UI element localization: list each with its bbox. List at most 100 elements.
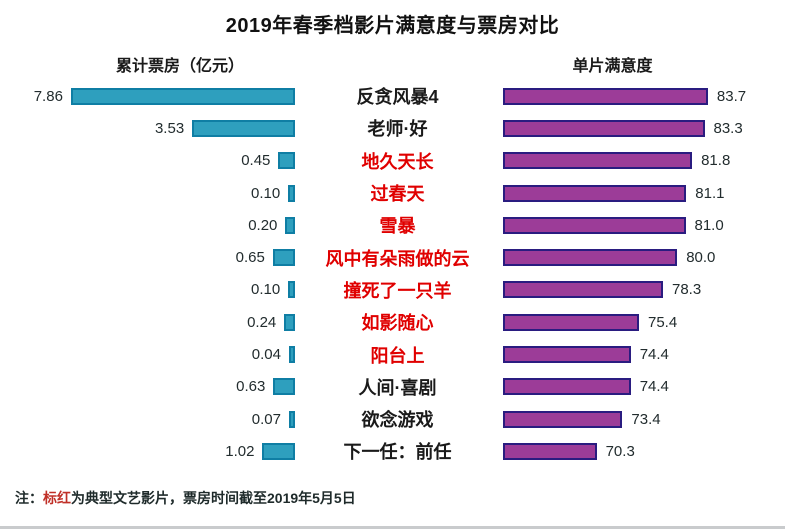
chart-row: 0.07 欲念游戏 73.4 xyxy=(0,403,785,435)
film-label: 老师·好 xyxy=(367,119,428,140)
box-office-bar xyxy=(273,378,295,396)
chart-row: 0.65 风中有朵雨做的云 80.0 xyxy=(0,241,785,273)
satisfaction-value: 83.3 xyxy=(713,119,743,137)
satisfaction-value: 81.0 xyxy=(694,216,724,234)
box-office-bar xyxy=(192,119,295,137)
satisfaction-value: 73.4 xyxy=(631,410,661,428)
film-label: 欲念游戏 xyxy=(361,410,434,431)
satisfaction-bar xyxy=(503,87,708,105)
right-axis-title: 单片满意度 xyxy=(572,58,653,75)
chart-row: 3.53 老师·好 83.3 xyxy=(0,112,785,144)
satisfaction-cell: 74.4 xyxy=(495,378,785,396)
satisfaction-bar xyxy=(503,313,639,331)
box-office-cell: 3.53 xyxy=(0,119,300,137)
satisfaction-cell: 73.4 xyxy=(495,410,785,428)
box-office-cell: 0.24 xyxy=(0,313,300,331)
satisfaction-value: 74.4 xyxy=(639,378,669,396)
box-office-value: 0.24 xyxy=(247,313,277,331)
film-label: 反贪风暴4 xyxy=(356,87,439,108)
footnote-highlight: 标红 xyxy=(43,490,71,506)
box-office-bar xyxy=(272,249,295,267)
box-office-cell: 0.10 xyxy=(0,281,300,299)
film-label: 过春天 xyxy=(370,184,425,205)
box-office-value: 0.45 xyxy=(241,152,271,170)
box-office-value: 0.10 xyxy=(251,184,281,202)
footnote: 注：标红为典型文艺影片，票房时间截至2019年5月5日 xyxy=(15,488,356,508)
satisfaction-bar xyxy=(503,346,631,364)
box-office-value: 0.65 xyxy=(235,249,265,267)
box-office-bar xyxy=(288,184,295,202)
film-label: 撞死了一只羊 xyxy=(343,280,452,301)
box-office-bar xyxy=(289,410,295,428)
box-office-cell: 0.63 xyxy=(0,378,300,396)
chart-title: 2019年春季档影片满意度与票房对比 xyxy=(225,15,560,37)
chart-row: 0.63 人间·喜剧 74.4 xyxy=(0,371,785,403)
box-office-bar xyxy=(285,216,295,234)
box-office-value: 0.63 xyxy=(236,378,266,396)
chart-row: 0.24 如影随心 75.4 xyxy=(0,306,785,338)
satisfaction-bar xyxy=(503,216,686,234)
satisfaction-cell: 70.3 xyxy=(495,442,785,460)
box-office-bar xyxy=(289,346,295,364)
satisfaction-cell: 81.0 xyxy=(495,216,785,234)
box-office-value: 0.20 xyxy=(248,216,278,234)
satisfaction-bar xyxy=(503,249,678,267)
box-office-cell: 1.02 xyxy=(0,442,300,460)
satisfaction-cell: 75.4 xyxy=(495,313,785,331)
box-office-bar xyxy=(278,152,295,170)
satisfaction-cell: 78.3 xyxy=(495,281,785,299)
chart-row: 7.86 反贪风暴4 83.7 xyxy=(0,80,785,112)
box-office-bar xyxy=(288,281,295,299)
box-office-cell: 0.04 xyxy=(0,346,300,364)
footnote-prefix: 注： xyxy=(15,490,43,506)
box-office-value: 0.10 xyxy=(251,281,281,299)
satisfaction-bar xyxy=(503,281,663,299)
box-office-cell: 0.10 xyxy=(0,184,300,202)
satisfaction-bar xyxy=(503,378,631,396)
box-office-cell: 0.20 xyxy=(0,216,300,234)
satisfaction-cell: 80.0 xyxy=(495,249,785,267)
box-office-value: 1.02 xyxy=(225,442,255,460)
satisfaction-cell: 81.1 xyxy=(495,184,785,202)
box-office-cell: 0.65 xyxy=(0,249,300,267)
chart-rows: 7.86 反贪风暴4 83.7 3.53 老师·好 83.3 0.45 地久天长 81.8 0.1… xyxy=(0,80,785,468)
satisfaction-cell: 83.7 xyxy=(495,87,785,105)
box-office-value: 0.07 xyxy=(251,410,281,428)
satisfaction-bar xyxy=(503,410,623,428)
satisfaction-value: 80.0 xyxy=(686,249,716,267)
box-office-cell: 0.45 xyxy=(0,152,300,170)
satisfaction-value: 78.3 xyxy=(672,281,702,299)
satisfaction-bar xyxy=(503,119,705,137)
box-office-bar xyxy=(70,87,295,105)
satisfaction-bar xyxy=(503,152,693,170)
satisfaction-value: 81.1 xyxy=(695,184,725,202)
film-label: 下一任：前任 xyxy=(343,442,452,463)
box-office-cell: 7.86 xyxy=(0,87,300,105)
chart-row: 0.10 过春天 81.1 xyxy=(0,177,785,209)
satisfaction-bar xyxy=(503,184,687,202)
satisfaction-value: 81.8 xyxy=(701,152,731,170)
chart-row: 0.04 阳台上 74.4 xyxy=(0,338,785,370)
chart-row: 1.02 下一任：前任 70.3 xyxy=(0,435,785,467)
chart-row: 0.10 撞死了一只羊 78.3 xyxy=(0,274,785,306)
box-office-cell: 0.07 xyxy=(0,410,300,428)
film-label: 阳台上 xyxy=(370,345,425,366)
film-label: 如影随心 xyxy=(361,313,434,334)
satisfaction-cell: 74.4 xyxy=(495,346,785,364)
box-office-bar xyxy=(262,442,295,460)
axis-headers: 累计票房（亿元） 单片满意度 xyxy=(0,52,785,76)
chart-row: 0.45 地久天长 81.8 xyxy=(0,145,785,177)
satisfaction-value: 83.7 xyxy=(716,87,747,105)
box-office-value: 0.04 xyxy=(251,346,281,364)
left-axis-title: 累计票房（亿元） xyxy=(115,58,244,75)
chart-row: 0.20 雪暴 81.0 xyxy=(0,209,785,241)
satisfaction-value: 75.4 xyxy=(648,313,678,331)
film-label: 雪暴 xyxy=(379,216,416,237)
film-label: 人间·喜剧 xyxy=(358,377,437,398)
film-label: 风中有朵雨做的云 xyxy=(325,248,470,269)
satisfaction-value: 70.3 xyxy=(605,442,635,460)
satisfaction-cell: 83.3 xyxy=(495,119,785,137)
box-office-value: 7.86 xyxy=(33,87,63,105)
box-office-value: 3.53 xyxy=(154,119,185,137)
